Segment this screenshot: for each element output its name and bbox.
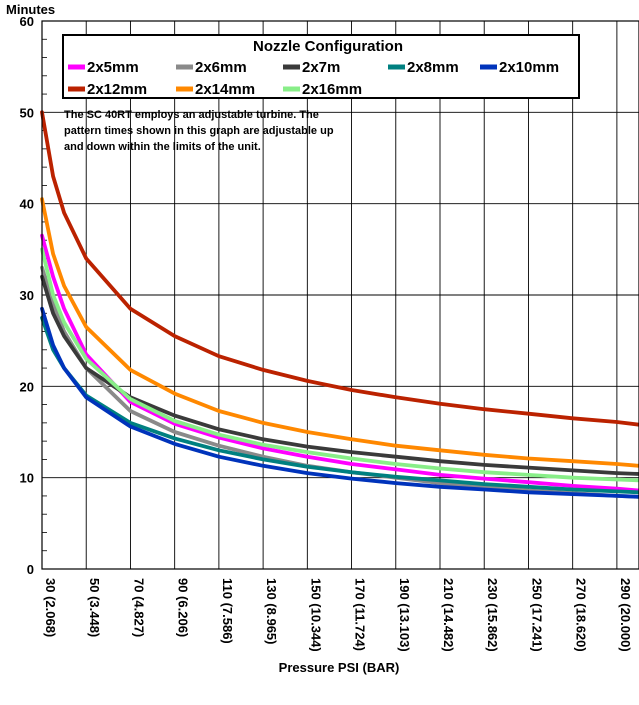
x-tick-label: 250 (17.241) <box>529 578 544 652</box>
series-line-2x7m <box>40 274 639 476</box>
legend-label-2x5mm: 2x5mm <box>87 59 139 76</box>
series-line-2x14mm <box>40 197 639 468</box>
legend-label-2x14mm: 2x14mm <box>195 81 255 98</box>
y-tick-label: 40 <box>20 197 34 212</box>
x-tick-label: 150 (10.344) <box>308 578 323 652</box>
series-lines <box>40 110 639 499</box>
y-tick-label: 10 <box>20 471 34 486</box>
legend-label-2x10mm: 2x10mm <box>499 59 559 76</box>
y-axis-title: Minutes <box>6 2 55 17</box>
x-axis-title: Pressure PSI (BAR) <box>279 660 400 675</box>
series-line-2x10mm <box>40 306 639 499</box>
x-tick-label: 170 (11.724) <box>353 578 368 651</box>
x-tick-label: 90 (6.206) <box>176 578 191 637</box>
x-tick-label: 270 (18.620) <box>574 578 589 652</box>
series-line-2x16mm <box>40 247 639 483</box>
x-tick-label: 190 (13.103) <box>397 578 412 652</box>
x-tick-label: 130 (8.965) <box>264 578 279 645</box>
x-tick-label: 210 (14.482) <box>441 578 456 652</box>
x-tick-label: 70 (4.827) <box>131 578 146 637</box>
x-tick-label: 110 (7.586) <box>220 578 235 644</box>
y-tick-labels: 0 10 20 30 40 50 60 <box>20 14 34 577</box>
x-tick-label: 230 (15.862) <box>485 578 500 652</box>
y-tick-label: 20 <box>20 379 34 394</box>
y-tick-label: 0 <box>27 562 34 577</box>
legend-label-2x16mm: 2x16mm <box>302 81 362 98</box>
legend-label-2x12mm: 2x12mm <box>87 81 147 98</box>
legend-label-2x6mm: 2x6mm <box>195 59 247 76</box>
note-line-3: and down within the limits of the unit. <box>64 141 261 153</box>
x-tick-label: 30 (2.068) <box>43 578 58 637</box>
legend-label-2x8mm: 2x8mm <box>407 59 459 76</box>
x-tick-label: 290 (20.000) <box>618 578 633 652</box>
y-tick-label: 30 <box>20 288 34 303</box>
series-line-2x12mm <box>40 110 639 427</box>
legend: Nozzle Configuration 2x5mm 2x6mm 2x7m 2x8mm… <box>62 34 580 99</box>
x-tick-label: 50 (3.448) <box>87 578 102 637</box>
plot-frame <box>41 20 639 570</box>
y-tick-label: 60 <box>20 14 34 29</box>
legend-title: Nozzle Configuration <box>253 38 403 55</box>
x-tick-labels: 30 (2.068) 50 (3.448) 70 (4.827) 90 (6.206)… <box>43 578 633 652</box>
note-line-2: pattern times shown in this graph are ad… <box>64 125 334 137</box>
y-tick-label: 50 <box>20 105 34 120</box>
legend-note: The SC 40RT employs an adjustable turbin… <box>64 109 334 153</box>
note-line-1: The SC 40RT employs an adjustable turbin… <box>64 109 319 121</box>
series-line-2x5mm <box>40 233 639 493</box>
legend-items: 2x5mm 2x6mm 2x7m 2x8mm 2x10mm 2x12mm 2x14mm 2x1… <box>68 59 559 98</box>
legend-label-2x7m: 2x7m <box>302 59 340 76</box>
